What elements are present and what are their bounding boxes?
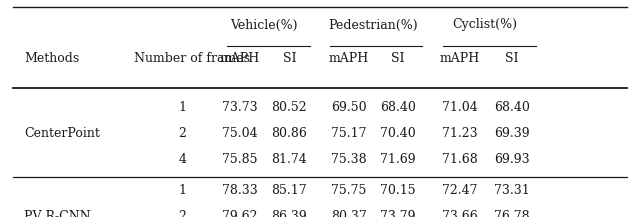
- Text: 78.33: 78.33: [222, 184, 258, 197]
- Text: 71.23: 71.23: [442, 127, 477, 140]
- Text: 72.47: 72.47: [442, 184, 477, 197]
- Text: 86.39: 86.39: [271, 210, 307, 217]
- Text: 68.40: 68.40: [494, 101, 530, 114]
- Text: Methods: Methods: [24, 52, 79, 65]
- Text: 75.85: 75.85: [222, 153, 258, 166]
- Text: 69.93: 69.93: [494, 153, 530, 166]
- Text: 2: 2: [179, 210, 186, 217]
- Text: Pedestrian(%): Pedestrian(%): [328, 18, 418, 31]
- Text: 70.40: 70.40: [380, 127, 416, 140]
- Text: 71.04: 71.04: [442, 101, 477, 114]
- Text: 68.40: 68.40: [380, 101, 416, 114]
- Text: 71.69: 71.69: [380, 153, 416, 166]
- Text: 4: 4: [179, 153, 186, 166]
- Text: 75.17: 75.17: [331, 127, 367, 140]
- Text: 71.68: 71.68: [442, 153, 477, 166]
- Text: 76.78: 76.78: [494, 210, 530, 217]
- Text: 1: 1: [179, 184, 186, 197]
- Text: 73.31: 73.31: [494, 184, 530, 197]
- Text: Cyclist(%): Cyclist(%): [452, 18, 518, 31]
- Text: 85.17: 85.17: [271, 184, 307, 197]
- Text: mAPH: mAPH: [440, 52, 479, 65]
- Text: Vehicle(%): Vehicle(%): [230, 18, 298, 31]
- Text: 69.39: 69.39: [494, 127, 530, 140]
- Text: 70.15: 70.15: [380, 184, 416, 197]
- Text: 73.79: 73.79: [380, 210, 416, 217]
- Text: 80.37: 80.37: [331, 210, 367, 217]
- Text: 2: 2: [179, 127, 186, 140]
- Text: 75.75: 75.75: [331, 184, 367, 197]
- Text: mAPH: mAPH: [220, 52, 260, 65]
- Text: CenterPoint: CenterPoint: [24, 127, 100, 140]
- Text: 1: 1: [179, 101, 186, 114]
- Text: 80.86: 80.86: [271, 127, 307, 140]
- Text: Number of frames: Number of frames: [134, 52, 250, 65]
- Text: 73.73: 73.73: [222, 101, 258, 114]
- Text: 81.74: 81.74: [271, 153, 307, 166]
- Text: 75.04: 75.04: [222, 127, 258, 140]
- Text: mAPH: mAPH: [329, 52, 369, 65]
- Text: 80.52: 80.52: [271, 101, 307, 114]
- Text: SI: SI: [505, 52, 519, 65]
- Text: 69.50: 69.50: [331, 101, 367, 114]
- Text: SI: SI: [282, 52, 296, 65]
- Text: 73.66: 73.66: [442, 210, 477, 217]
- Text: 75.38: 75.38: [331, 153, 367, 166]
- Text: SI: SI: [391, 52, 405, 65]
- Text: 79.62: 79.62: [222, 210, 258, 217]
- Text: PV R-CNN: PV R-CNN: [24, 210, 91, 217]
